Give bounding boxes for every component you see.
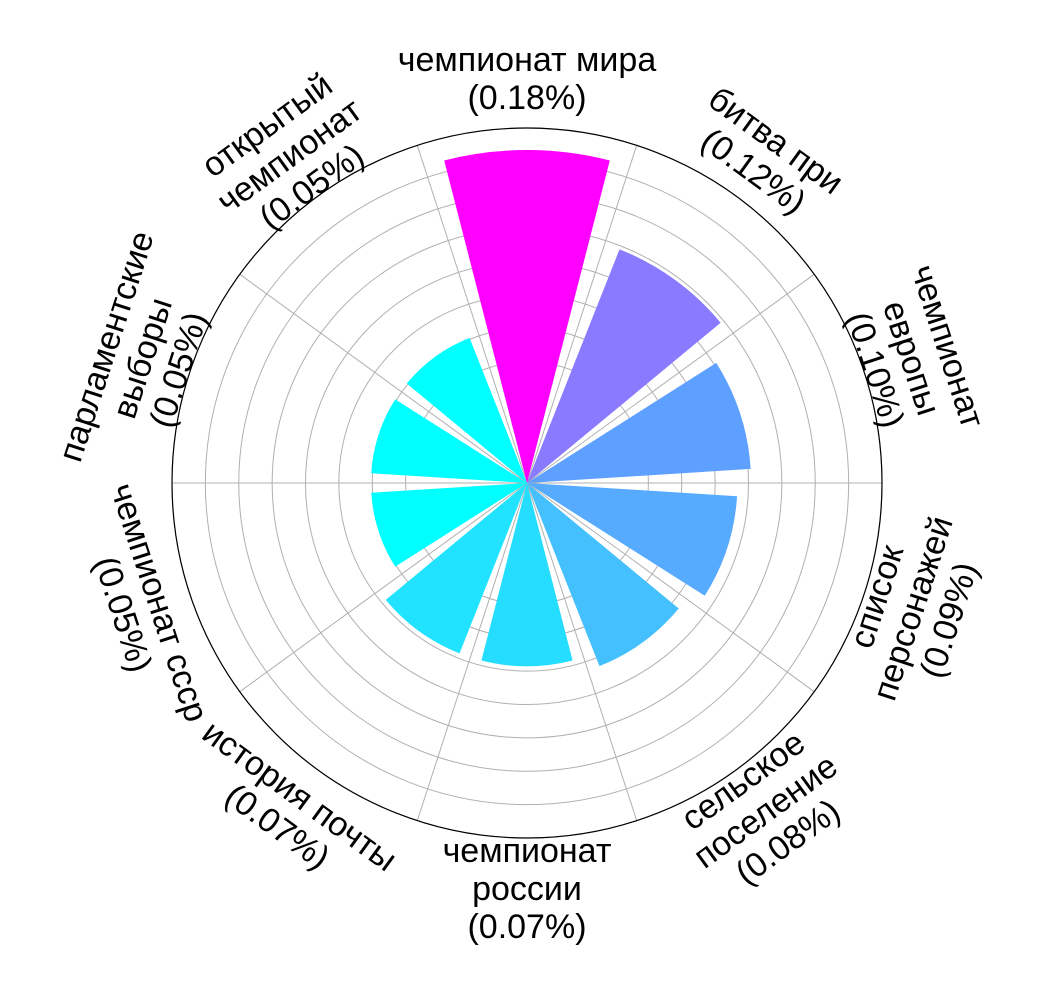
category-label: чемпионат ссср(0.05%) <box>66 479 215 739</box>
bar-5 <box>481 483 573 667</box>
category-label: чемпионат россии (0.07%) <box>443 832 612 946</box>
bar-1 <box>527 249 721 483</box>
category-label: история почты(0.07%) <box>173 713 404 910</box>
bar-4 <box>527 483 679 667</box>
grid-spoke <box>416 145 528 484</box>
grid-spoke <box>239 273 528 484</box>
bar-8 <box>371 399 527 483</box>
grid-spoke <box>239 482 528 693</box>
bar-7 <box>371 483 527 567</box>
grid-spoke <box>416 482 528 821</box>
category-label: списокперсонажей(0.09%) <box>829 500 996 717</box>
category-label: чемпионатевропы(0.10%) <box>831 260 992 456</box>
bar-0 <box>444 150 610 483</box>
grid-spoke <box>526 273 815 484</box>
bar-2 <box>527 362 751 483</box>
category-label: сельскоепоселение(0.08%) <box>664 716 867 907</box>
bar-9 <box>406 337 527 483</box>
bar-6 <box>385 483 527 654</box>
label-line: чемпионат <box>443 832 612 870</box>
label-line: чемпионат мира <box>398 41 657 79</box>
label-line: (0.18%) <box>467 79 586 117</box>
category-label: открытыйчемпионат(0.05%) <box>188 60 392 251</box>
grid-spoke <box>526 482 638 821</box>
grid-spoke <box>526 482 815 693</box>
grid-spoke <box>526 145 638 484</box>
polar-grid <box>171 127 883 839</box>
bars <box>371 150 751 667</box>
outer-circle <box>171 127 883 839</box>
bar-3 <box>527 483 738 596</box>
category-label: чемпионат мира (0.18%) <box>398 41 657 117</box>
label-line: россии <box>472 870 582 908</box>
category-label: битва при(0.12%) <box>679 79 850 232</box>
label-line: (0.07%) <box>467 908 586 946</box>
